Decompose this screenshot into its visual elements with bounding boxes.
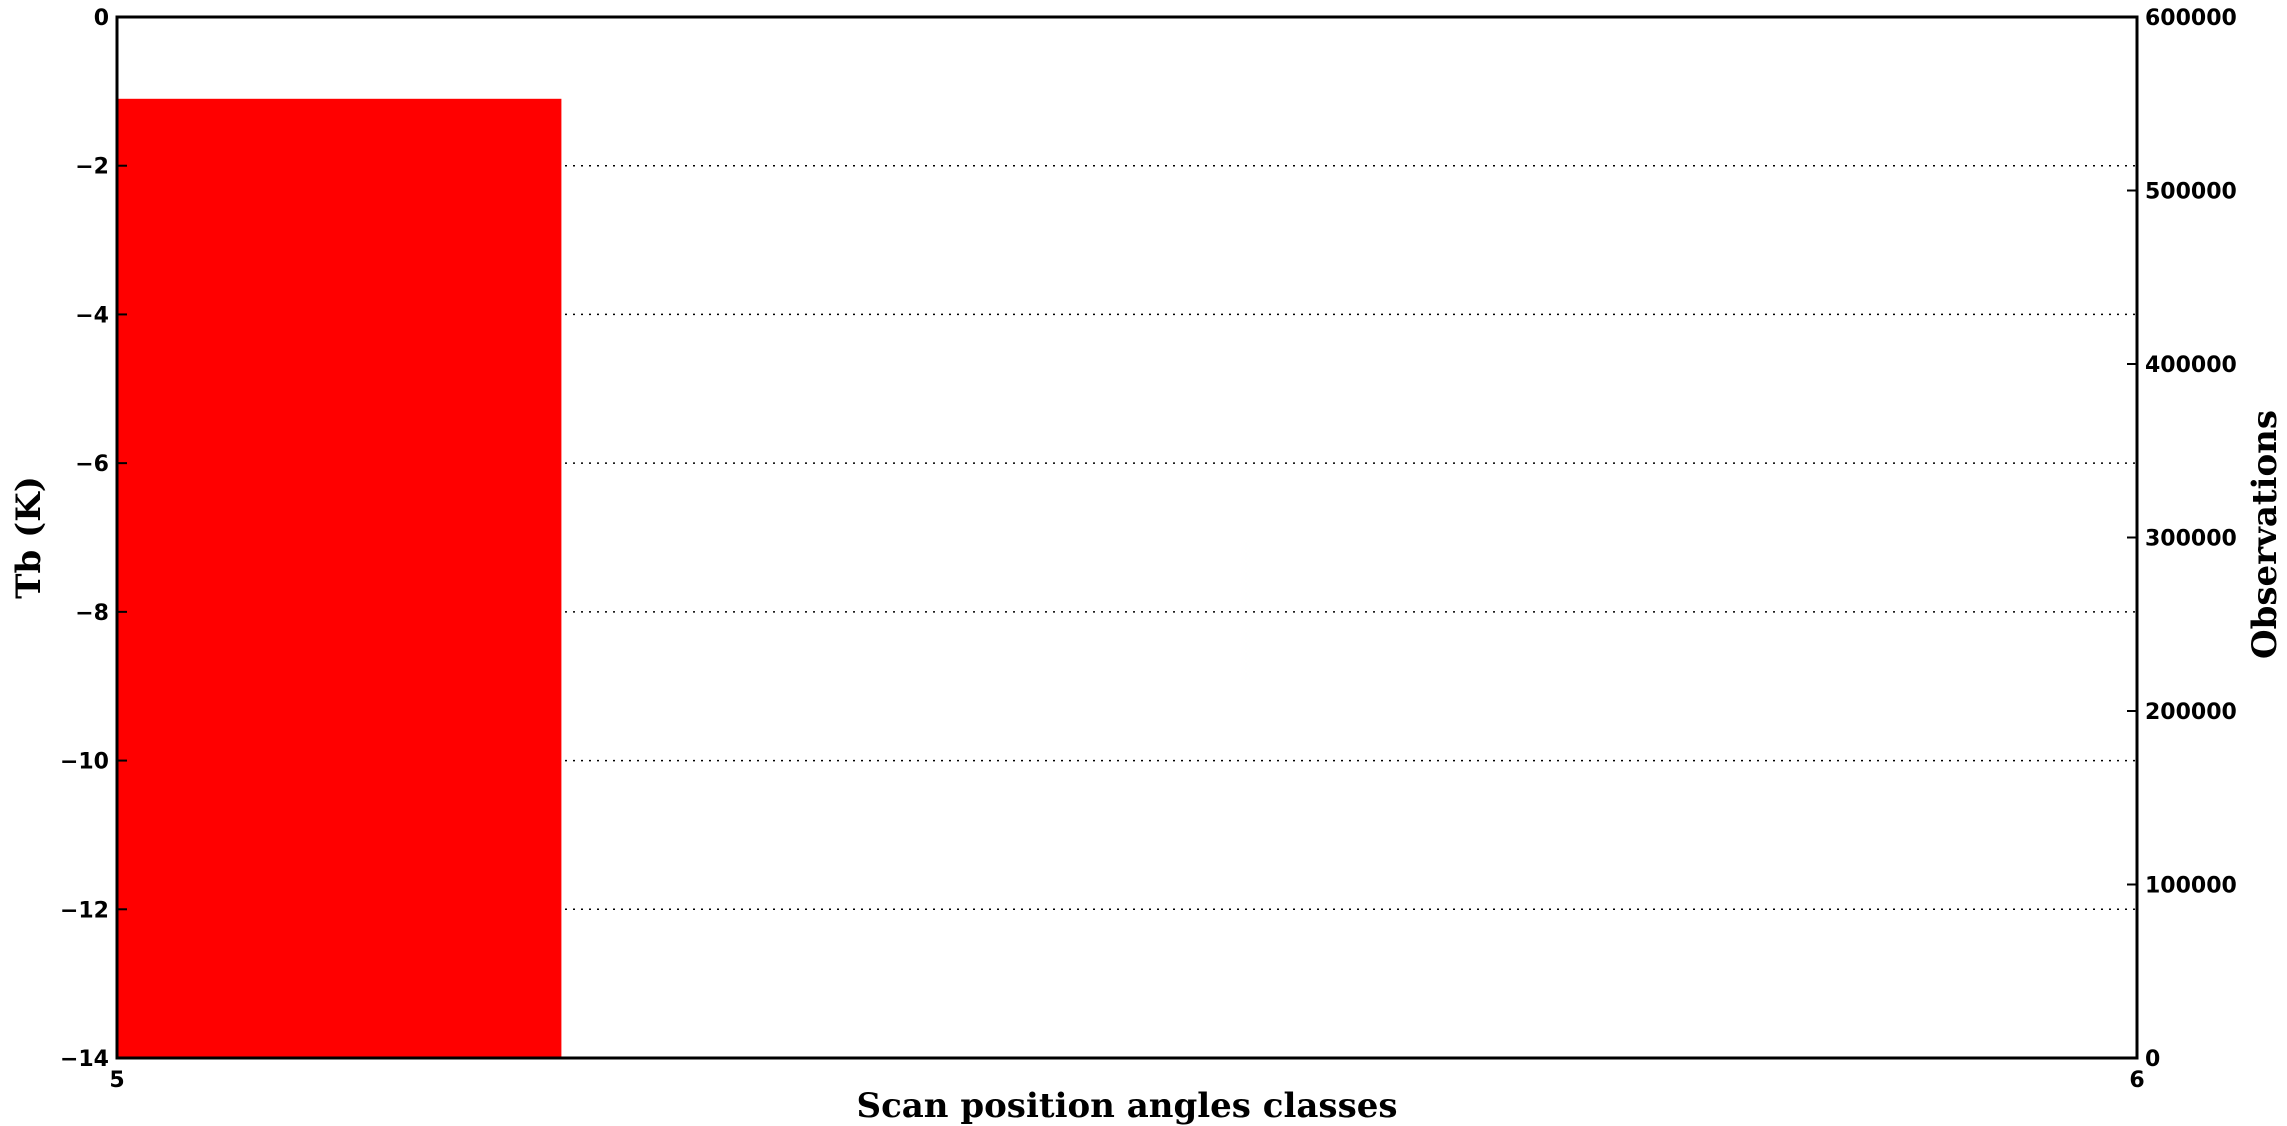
x-axis-title: Scan position angles classes [857,1086,1398,1126]
y2-tick-label: 300000 [2145,527,2237,552]
y-tick-label: −10 [60,750,109,775]
y-tick-label: −14 [60,1047,109,1072]
bar-series [117,98,562,1059]
x-tick-label: 6 [2129,1068,2144,1093]
left-axis-title: Tb (K) [9,476,49,599]
right-axis-title: Observations [2245,410,2285,659]
y-tick-label: −4 [75,303,109,328]
y-tick-label: −6 [75,452,109,477]
y-tick-label: −12 [60,898,109,923]
left-axis-ticks: 0 −2 −4 −6 −8 −10 −12 −14 [60,6,127,1072]
right-axis-ticks: 0 100000 200000 300000 400000 500000 600000 [2127,6,2237,1072]
y2-tick-label: 400000 [2145,353,2237,378]
y2-tick-label: 500000 [2145,180,2237,205]
x-tick-label: 5 [109,1068,124,1093]
y-tick-label: 0 [94,6,109,31]
y2-tick-label: 0 [2145,1047,2160,1072]
bar [117,98,562,1059]
y2-tick-label: 200000 [2145,700,2237,725]
y2-tick-label: 600000 [2145,6,2237,31]
y-tick-label: −8 [75,601,109,626]
y-tick-label: −2 [75,155,109,180]
y2-tick-label: 100000 [2145,874,2237,899]
